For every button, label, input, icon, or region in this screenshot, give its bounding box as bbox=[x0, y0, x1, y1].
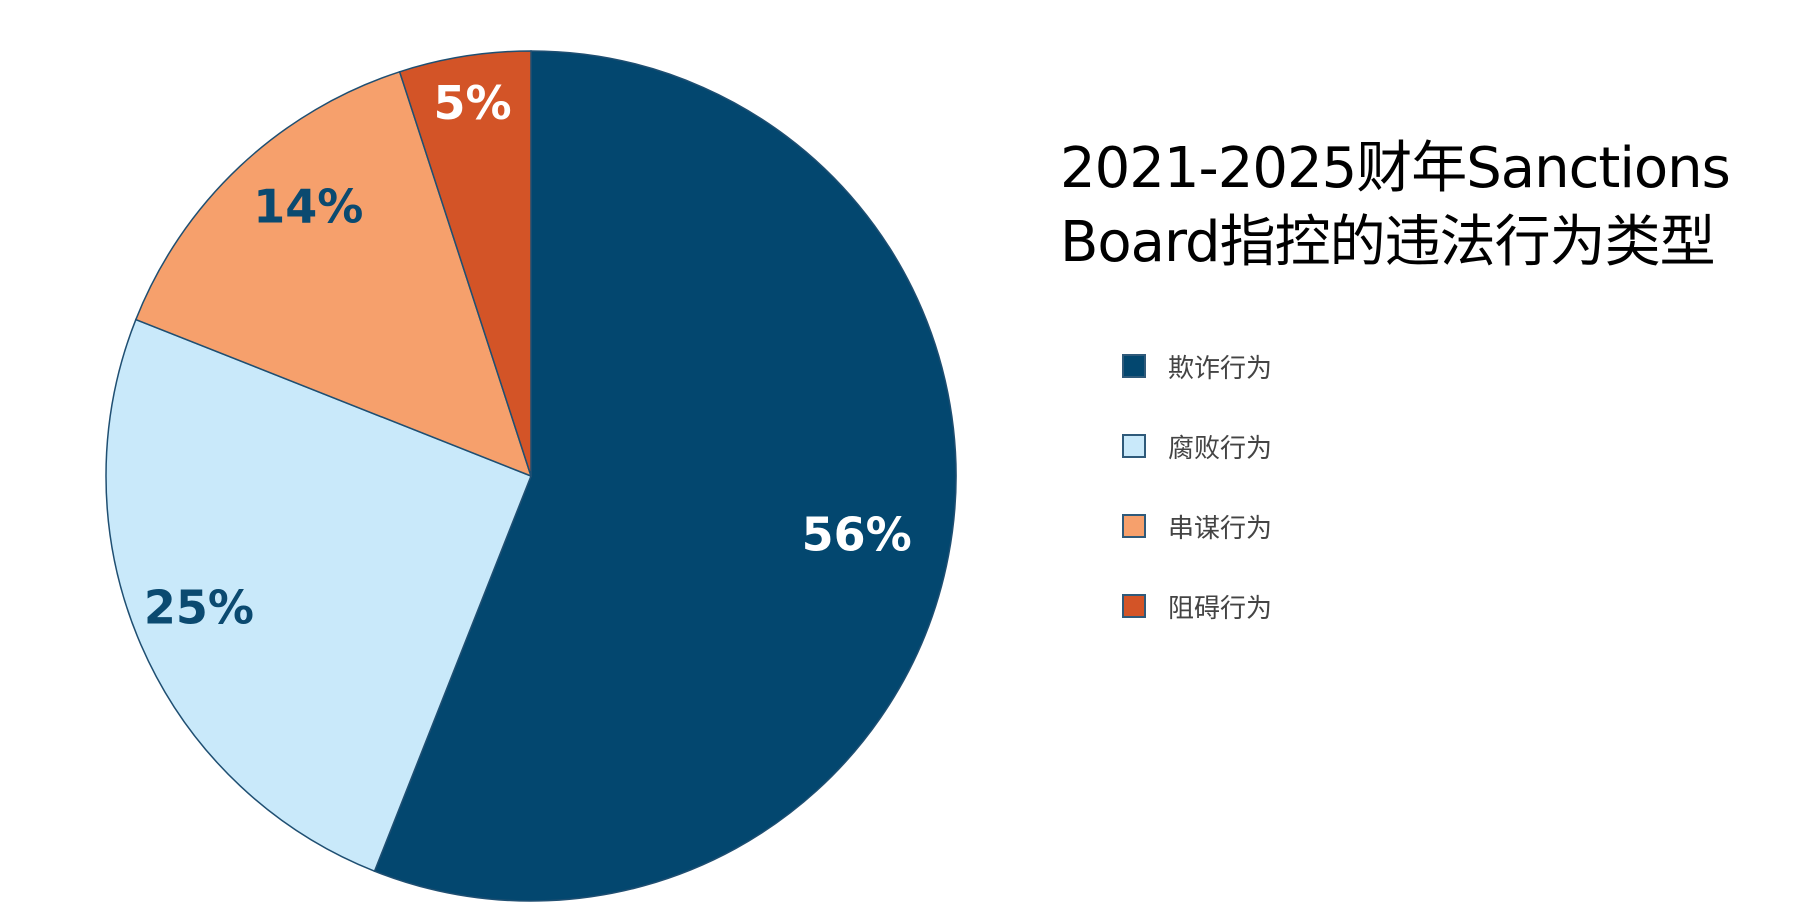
legend-item-corruption: 腐败行为 bbox=[1122, 406, 1272, 486]
slice-data-label: 56% bbox=[802, 508, 912, 562]
legend-swatch bbox=[1122, 434, 1146, 458]
legend-label: 欺诈行为 bbox=[1168, 353, 1273, 384]
chart-title-line-1: 2021-2025财年Sanctions bbox=[1060, 136, 1731, 201]
pie-slice bbox=[373, 50, 957, 902]
slice-data-label: 5% bbox=[433, 76, 511, 130]
slice-data-label: 25% bbox=[144, 581, 254, 635]
legend-label: 腐败行为 bbox=[1168, 433, 1273, 464]
legend-label: 串谋行为 bbox=[1168, 513, 1273, 544]
legend-swatch bbox=[1122, 514, 1146, 538]
legend-swatch bbox=[1122, 594, 1146, 618]
legend-label: 阻碍行为 bbox=[1168, 593, 1273, 624]
legend-swatch bbox=[1122, 354, 1146, 378]
chart-title-line-2: Board指控的违法行为类型 bbox=[1060, 210, 1716, 275]
legend-item-obstruction: 阻碍行为 bbox=[1122, 566, 1272, 646]
pie-slice bbox=[105, 318, 532, 873]
legend-item-fraud: 欺诈行为 bbox=[1122, 326, 1272, 406]
slice-data-label: 14% bbox=[253, 180, 363, 234]
pie-slice bbox=[398, 50, 532, 477]
chart-title: 2021-2025财年Sanctions Board指控的违法行为类型 bbox=[1060, 132, 1731, 280]
legend: 欺诈行为 腐败行为 串谋行为 阻碍行为 bbox=[1122, 326, 1272, 646]
legend-item-collusion: 串谋行为 bbox=[1122, 486, 1272, 566]
